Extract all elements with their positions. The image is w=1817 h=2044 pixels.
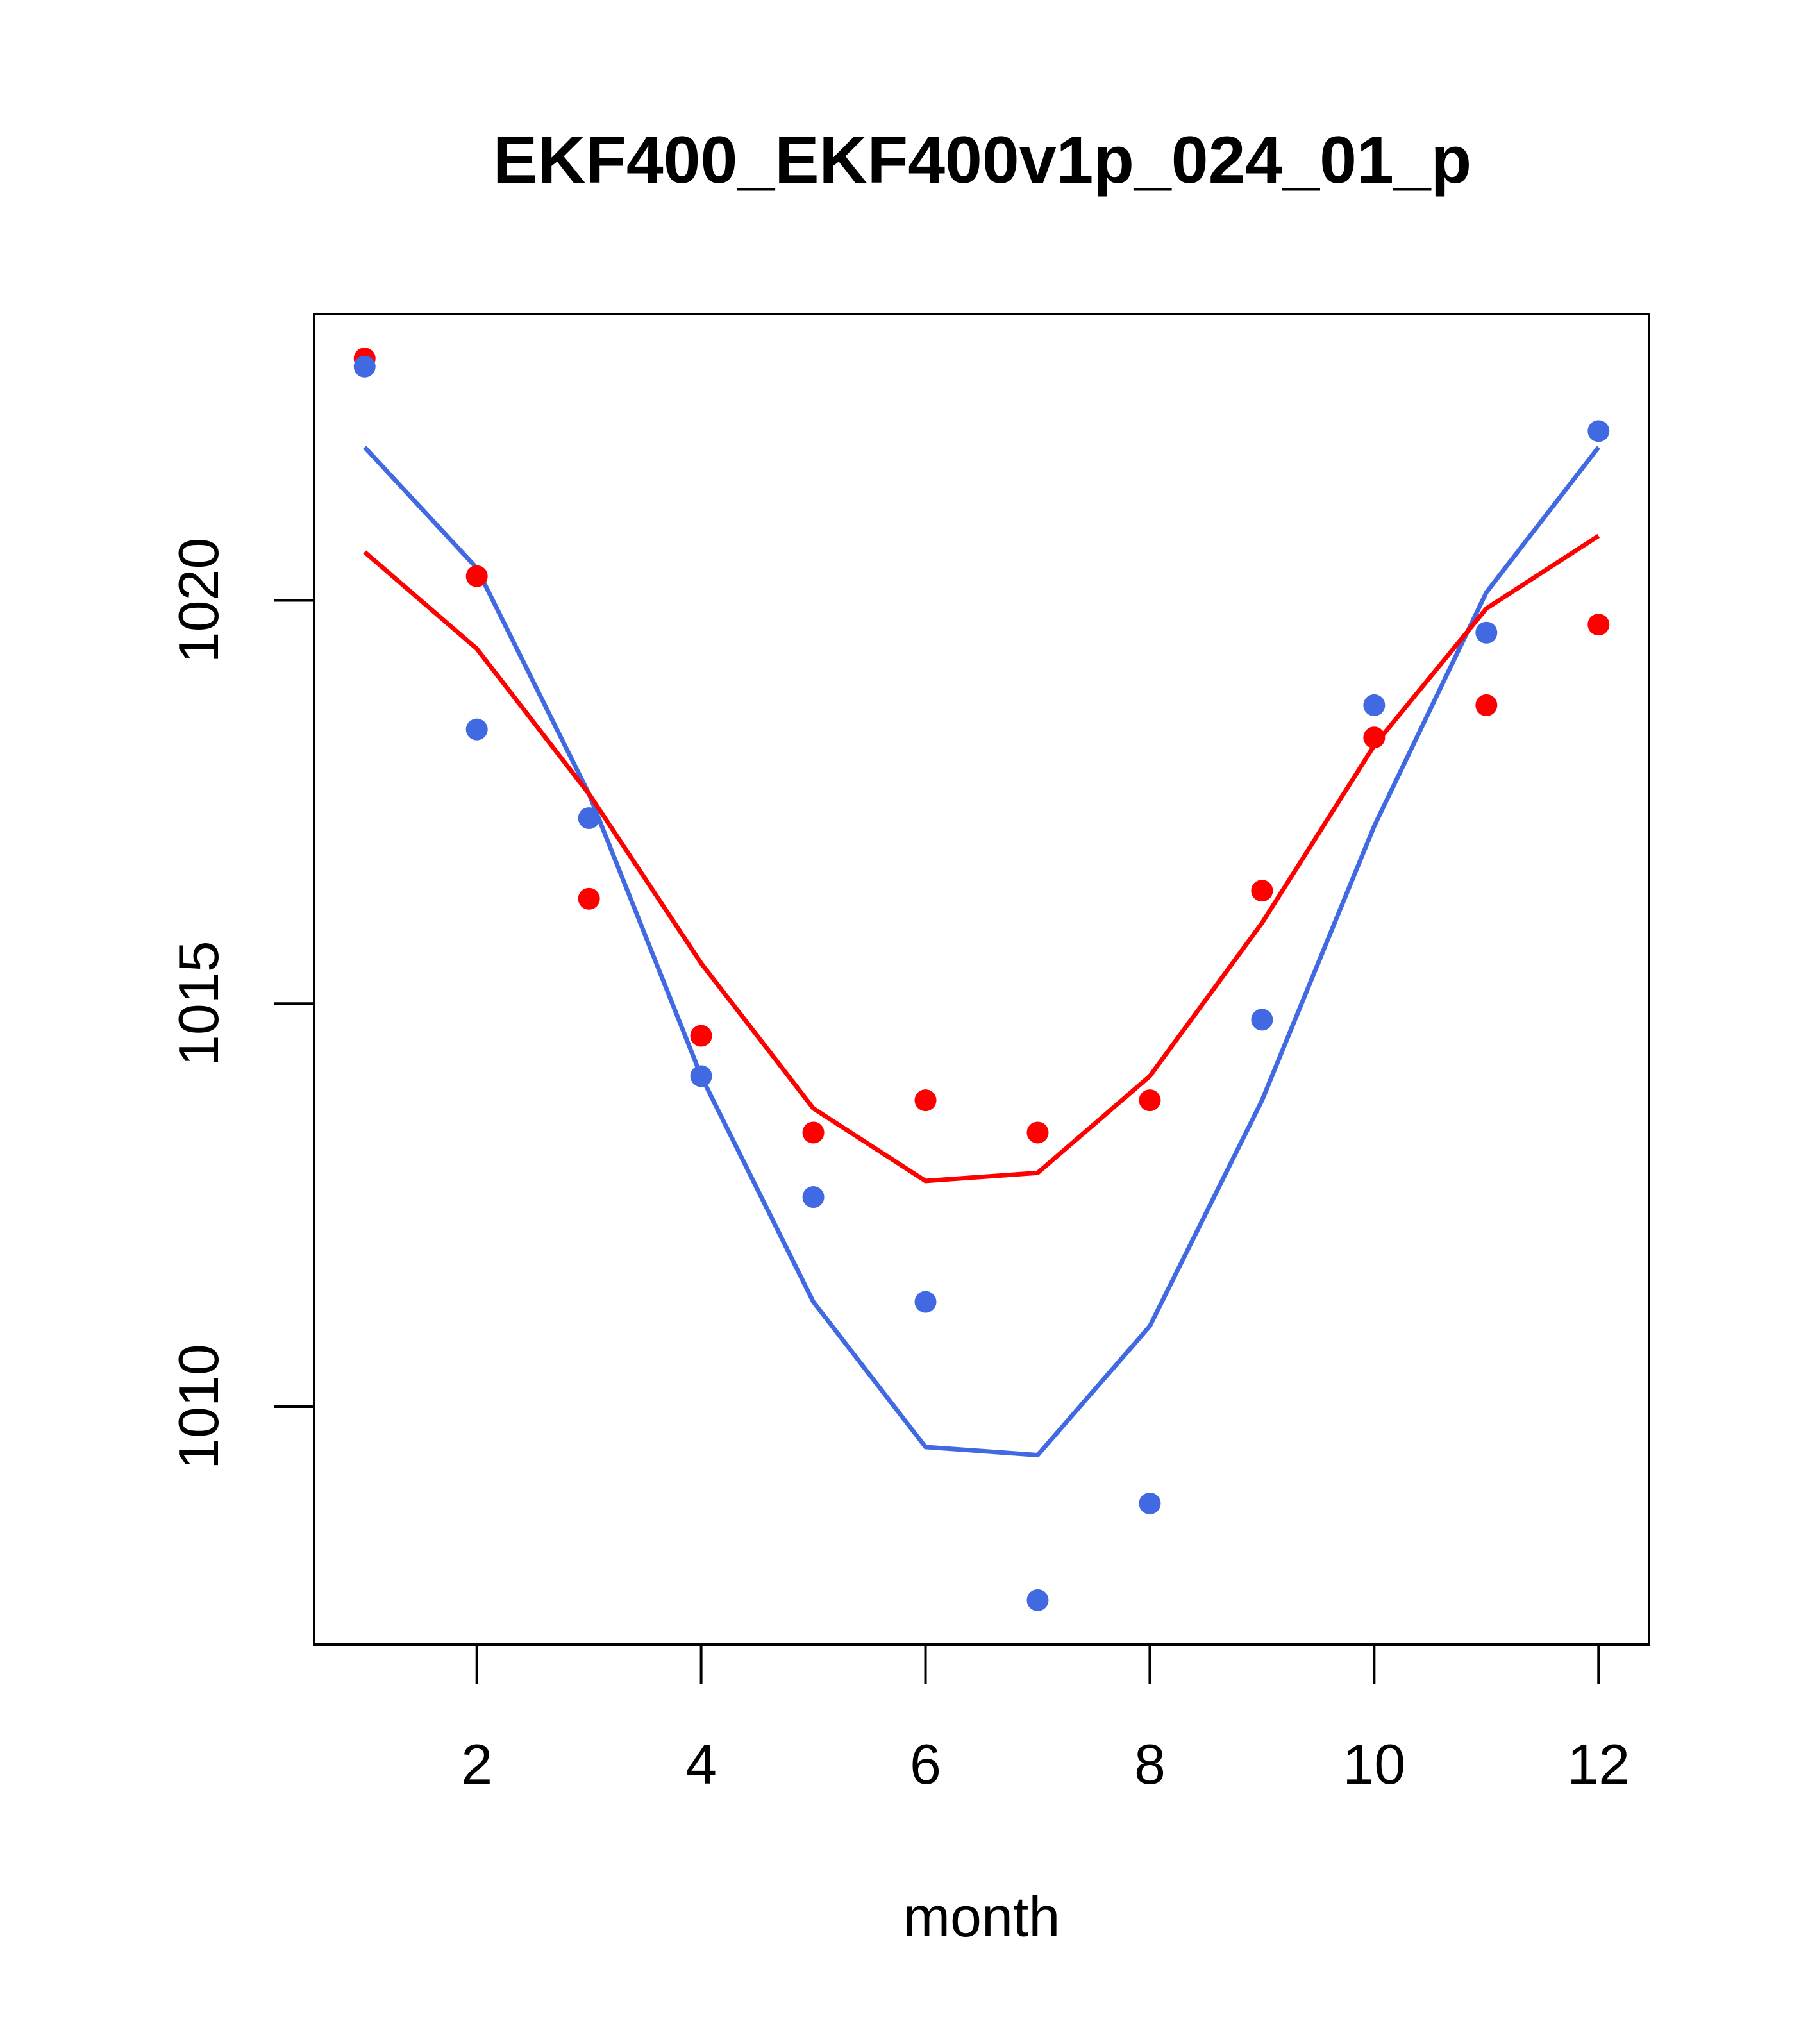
data-point-red xyxy=(1251,880,1273,902)
x-tick-label: 4 xyxy=(685,1732,717,1796)
data-point-blue xyxy=(1363,694,1386,716)
data-point-blue xyxy=(1587,420,1610,442)
x-tick-label: 12 xyxy=(1567,1732,1630,1796)
data-point-blue xyxy=(1026,1589,1049,1611)
data-point-red xyxy=(1587,614,1610,636)
y-tick-label: 1010 xyxy=(167,1344,230,1470)
data-point-blue xyxy=(465,718,488,741)
series-layer xyxy=(353,348,1610,1611)
series-line-red xyxy=(363,533,1600,1184)
data-point-red xyxy=(1475,694,1498,716)
data-point-red xyxy=(690,1025,712,1047)
x-tick-label: 6 xyxy=(910,1732,941,1796)
series-line-blue xyxy=(363,446,1601,1457)
x-tick-label: 8 xyxy=(1134,1732,1166,1796)
data-point-red xyxy=(578,887,600,910)
data-point-blue xyxy=(690,1065,712,1087)
data-point-blue xyxy=(1139,1492,1161,1514)
data-point-blue xyxy=(353,355,376,378)
x-tick-label: 10 xyxy=(1343,1732,1405,1796)
data-point-red xyxy=(914,1089,937,1112)
y-tick-label: 1015 xyxy=(167,941,230,1066)
x-tick-label: 2 xyxy=(461,1732,492,1796)
chart-title: EKF400_EKF400v1p_024_01_p xyxy=(493,123,1471,197)
data-point-red xyxy=(465,565,488,587)
data-point-red xyxy=(1026,1121,1049,1144)
data-point-red xyxy=(1363,726,1386,749)
data-point-blue xyxy=(578,807,600,829)
plot-frame xyxy=(313,313,1650,1646)
data-point-blue xyxy=(914,1291,937,1313)
data-point-blue xyxy=(1251,1009,1273,1031)
data-point-blue xyxy=(1475,621,1498,644)
data-point-red xyxy=(1139,1089,1161,1112)
axes: 2 4 6 8 10 12 1010 1015 1020 xyxy=(167,538,1630,1796)
data-point-red xyxy=(802,1121,825,1144)
x-axis-label: month xyxy=(903,1885,1060,1948)
data-point-blue xyxy=(802,1186,825,1209)
y-tick-label: 1020 xyxy=(167,538,230,664)
